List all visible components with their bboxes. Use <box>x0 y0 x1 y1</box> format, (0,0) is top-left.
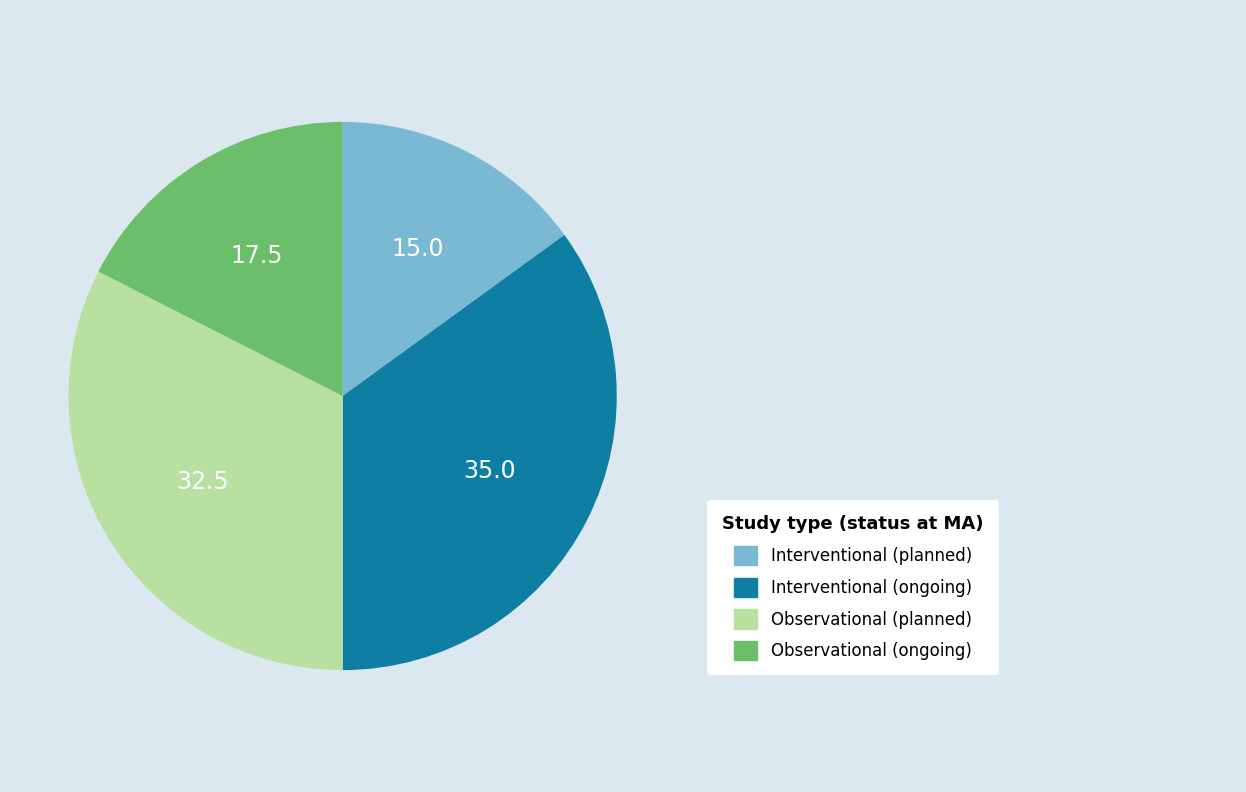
Text: 35.0: 35.0 <box>462 459 516 482</box>
Legend: Interventional (planned), Interventional (ongoing), Observational (planned), Obs: Interventional (planned), Interventional… <box>708 501 999 676</box>
Wedge shape <box>98 122 343 396</box>
Text: 32.5: 32.5 <box>176 470 229 494</box>
Wedge shape <box>343 235 617 670</box>
Text: 15.0: 15.0 <box>391 238 444 261</box>
Text: 17.5: 17.5 <box>231 244 283 268</box>
Wedge shape <box>343 122 564 396</box>
Wedge shape <box>69 272 343 670</box>
